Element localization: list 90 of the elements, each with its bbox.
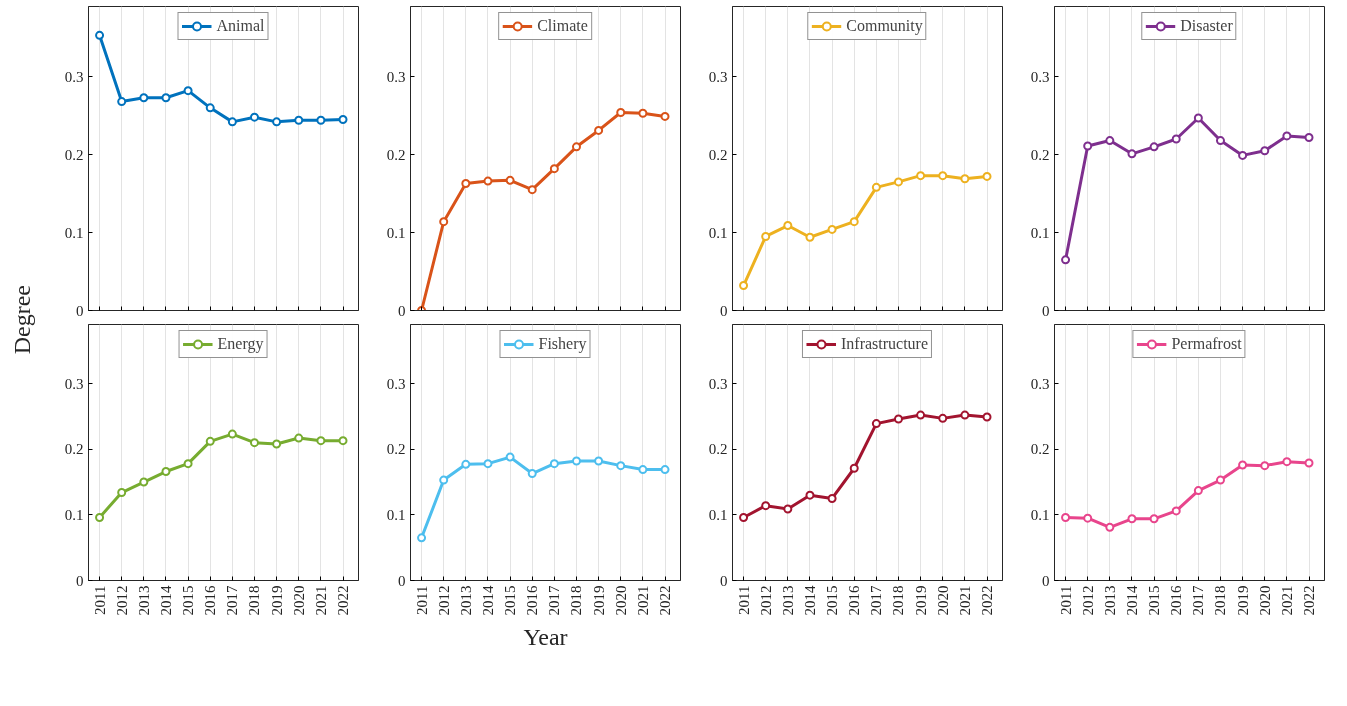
x-tick-label: 2022 bbox=[335, 585, 352, 616]
x-tick-label: 2013 bbox=[779, 585, 796, 616]
x-tick-label: 2018 bbox=[568, 585, 585, 616]
x-tick-label: 2015 bbox=[1146, 585, 1163, 616]
y-tick-label: 0.3 bbox=[1030, 68, 1050, 85]
legend-label: Fishery bbox=[538, 335, 587, 353]
x-tick-label: 2018 bbox=[1212, 585, 1229, 616]
x-tick-label: 2018 bbox=[890, 585, 907, 616]
x-tick-label: 2019 bbox=[912, 585, 929, 616]
y-tick-label: 0 bbox=[76, 572, 84, 589]
x-tick-label: 2012 bbox=[1079, 585, 1096, 616]
y-tick-label: 0.1 bbox=[386, 506, 406, 523]
x-tick-label: 2011 bbox=[413, 585, 430, 615]
x-tick-label: 2020 bbox=[1256, 585, 1273, 616]
y-tick-label: 0 bbox=[76, 302, 84, 319]
y-tick-label: 0.3 bbox=[1030, 375, 1050, 392]
x-tick-label: 2021 bbox=[312, 585, 329, 616]
x-tick-label: 2015 bbox=[180, 585, 197, 616]
y-tick-label: 0.3 bbox=[386, 68, 406, 85]
x-tick-label: 2019 bbox=[268, 585, 285, 616]
x-tick-label: 2011 bbox=[91, 585, 108, 615]
y-tick-label: 0.1 bbox=[708, 224, 728, 241]
legend-label: Energy bbox=[217, 335, 264, 353]
y-tick-label: 0.1 bbox=[64, 224, 84, 241]
x-tick-label: 2011 bbox=[1057, 585, 1074, 615]
x-tick-label: 2022 bbox=[979, 585, 996, 616]
x-tick-label: 2017 bbox=[868, 585, 885, 616]
x-tick-label: 2016 bbox=[846, 585, 863, 616]
y-tick-label: 0.3 bbox=[708, 375, 728, 392]
x-tick-label: 2014 bbox=[1123, 585, 1140, 616]
x-tick-label: 2012 bbox=[113, 585, 130, 616]
y-tick-label: 0.2 bbox=[1030, 146, 1050, 163]
y-tick-label: 0.2 bbox=[708, 441, 728, 458]
x-tick-label: 2021 bbox=[956, 585, 973, 616]
legend-label: Disaster bbox=[1180, 17, 1233, 35]
x-tick-label: 2020 bbox=[612, 585, 629, 616]
x-tick-label: 2013 bbox=[1101, 585, 1118, 616]
legend-label: Permafrost bbox=[1171, 335, 1242, 353]
legend-label: Animal bbox=[216, 17, 265, 35]
x-tick-label: 2015 bbox=[824, 585, 841, 616]
x-tick-label: 2017 bbox=[1190, 585, 1207, 616]
y-tick-label: 0 bbox=[1042, 572, 1050, 589]
y-tick-label: 0.2 bbox=[64, 146, 84, 163]
y-tick-label: 0 bbox=[720, 572, 728, 589]
x-tick-label: 2019 bbox=[590, 585, 607, 616]
x-tick-label: 2017 bbox=[546, 585, 563, 616]
x-tick-label: 2018 bbox=[246, 585, 263, 616]
y-tick-label: 0.2 bbox=[1030, 441, 1050, 458]
x-tick-label: 2019 bbox=[1234, 585, 1251, 616]
x-tick-label: 2020 bbox=[934, 585, 951, 616]
x-tick-label: 2022 bbox=[657, 585, 674, 616]
x-tick-label: 2020 bbox=[290, 585, 307, 616]
legend-label: Community bbox=[846, 17, 923, 35]
y-tick-label: 0 bbox=[398, 572, 406, 589]
y-tick-label: 0.1 bbox=[708, 506, 728, 523]
y-tick-label: 0.2 bbox=[708, 146, 728, 163]
y-tick-label: 0.1 bbox=[386, 224, 406, 241]
x-tick-label: 2016 bbox=[1168, 585, 1185, 616]
y-tick-label: 0.3 bbox=[64, 375, 84, 392]
x-tick-label: 2013 bbox=[135, 585, 152, 616]
x-axis-title: Year bbox=[523, 623, 568, 650]
x-tick-label: 2016 bbox=[202, 585, 219, 616]
x-tick-label: 2013 bbox=[457, 585, 474, 616]
y-tick-label: 0.1 bbox=[1030, 224, 1050, 241]
y-tick-label: 0.2 bbox=[386, 146, 406, 163]
y-tick-label: 0.3 bbox=[386, 375, 406, 392]
y-tick-label: 0.1 bbox=[1030, 506, 1050, 523]
x-tick-label: 2021 bbox=[634, 585, 651, 616]
x-tick-label: 2017 bbox=[224, 585, 241, 616]
x-tick-label: 2014 bbox=[157, 585, 174, 616]
x-tick-label: 2021 bbox=[1278, 585, 1295, 616]
x-tick-label: 2022 bbox=[1301, 585, 1318, 616]
y-tick-label: 0.3 bbox=[708, 68, 728, 85]
x-tick-label: 2014 bbox=[479, 585, 496, 616]
x-tick-label: 2011 bbox=[735, 585, 752, 615]
x-tick-label: 2014 bbox=[801, 585, 818, 616]
y-axis-title: Degree bbox=[7, 285, 36, 355]
x-tick-label: 2016 bbox=[524, 585, 541, 616]
y-tick-label: 0.1 bbox=[64, 506, 84, 523]
y-tick-label: 0.2 bbox=[64, 441, 84, 458]
y-tick-label: 0.3 bbox=[64, 68, 84, 85]
x-tick-label: 2015 bbox=[502, 585, 519, 616]
x-tick-label: 2012 bbox=[757, 585, 774, 616]
legend-label: Infrastructure bbox=[840, 335, 929, 353]
legend-label: Climate bbox=[537, 17, 588, 35]
x-tick-label: 2012 bbox=[435, 585, 452, 616]
y-tick-label: 0 bbox=[1042, 302, 1050, 319]
y-tick-label: 0 bbox=[720, 302, 728, 319]
y-tick-label: 0 bbox=[398, 302, 406, 319]
y-tick-label: 0.2 bbox=[386, 441, 406, 458]
